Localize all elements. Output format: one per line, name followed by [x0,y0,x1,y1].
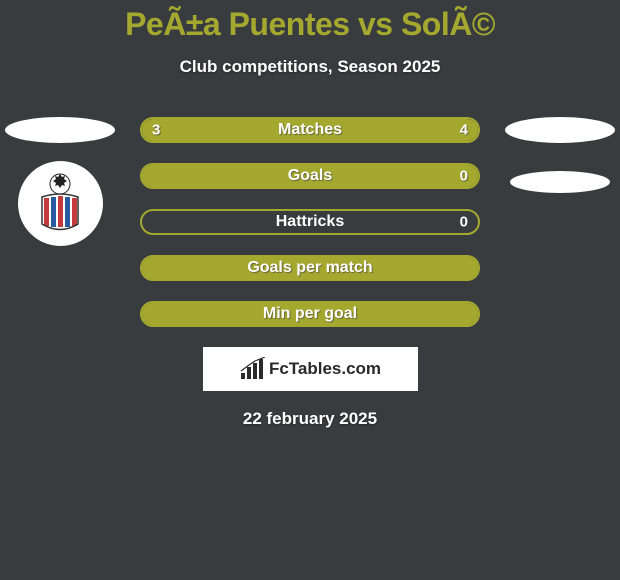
brand-text: FcTables.com [269,359,381,379]
brand-bars-icon [239,357,267,381]
left-player-column [0,117,120,246]
stat-bar: Hattricks0 [140,209,480,235]
stat-bars: Matches34 Goals0 Hattricks0 Goals per match… [140,117,480,327]
brand-box: FcTables.com [203,347,418,391]
right-player-column [500,117,620,193]
stat-label: Hattricks [142,213,478,231]
bar-fill-right [283,119,478,141]
stat-value-right: 0 [460,214,468,231]
date-label: 22 february 2025 [0,409,620,429]
comparison-panel: Matches34 Goals0 Hattricks0 Goals per match… [0,117,620,429]
subtitle: Club competitions, Season 2025 [0,57,620,77]
bar-fill-full [142,257,478,279]
bar-fill-full [142,303,478,325]
stat-bar: Min per goal [140,301,480,327]
bar-fill-left [142,119,283,141]
stat-bar: Goals0 [140,163,480,189]
page-title: PeÃ±a Puentes vs SolÃ© [0,0,620,43]
club-crest-icon [25,169,95,239]
stat-bar: Matches34 [140,117,480,143]
club-badge-placeholder-right [510,171,610,193]
stat-bar: Goals per match [140,255,480,281]
bar-fill-full [142,165,478,187]
player-photo-placeholder-right [505,117,615,143]
club-badge-left [18,161,103,246]
player-photo-placeholder-left [5,117,115,143]
